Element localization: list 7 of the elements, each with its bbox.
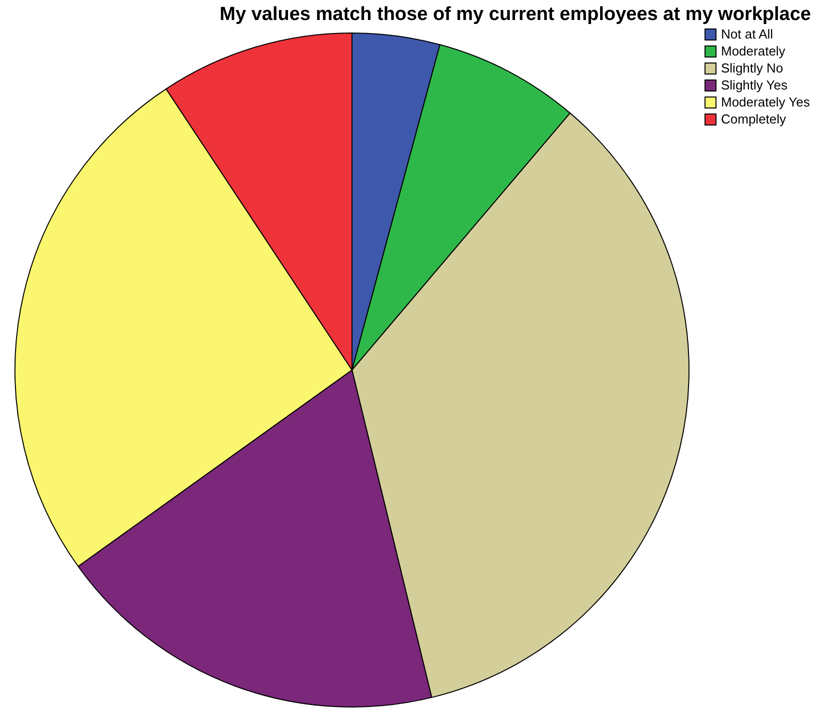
legend-label: Moderately [721,44,786,58]
legend-label: Slightly Yes [721,78,788,92]
legend-label: Not at All [721,26,774,42]
chart-title: My values match those of my current employees at my workplace [220,4,811,25]
legend-label: Slightly No [721,60,784,76]
legend-label: Completely [721,112,787,126]
legend-label: Moderately Yes [721,94,810,110]
